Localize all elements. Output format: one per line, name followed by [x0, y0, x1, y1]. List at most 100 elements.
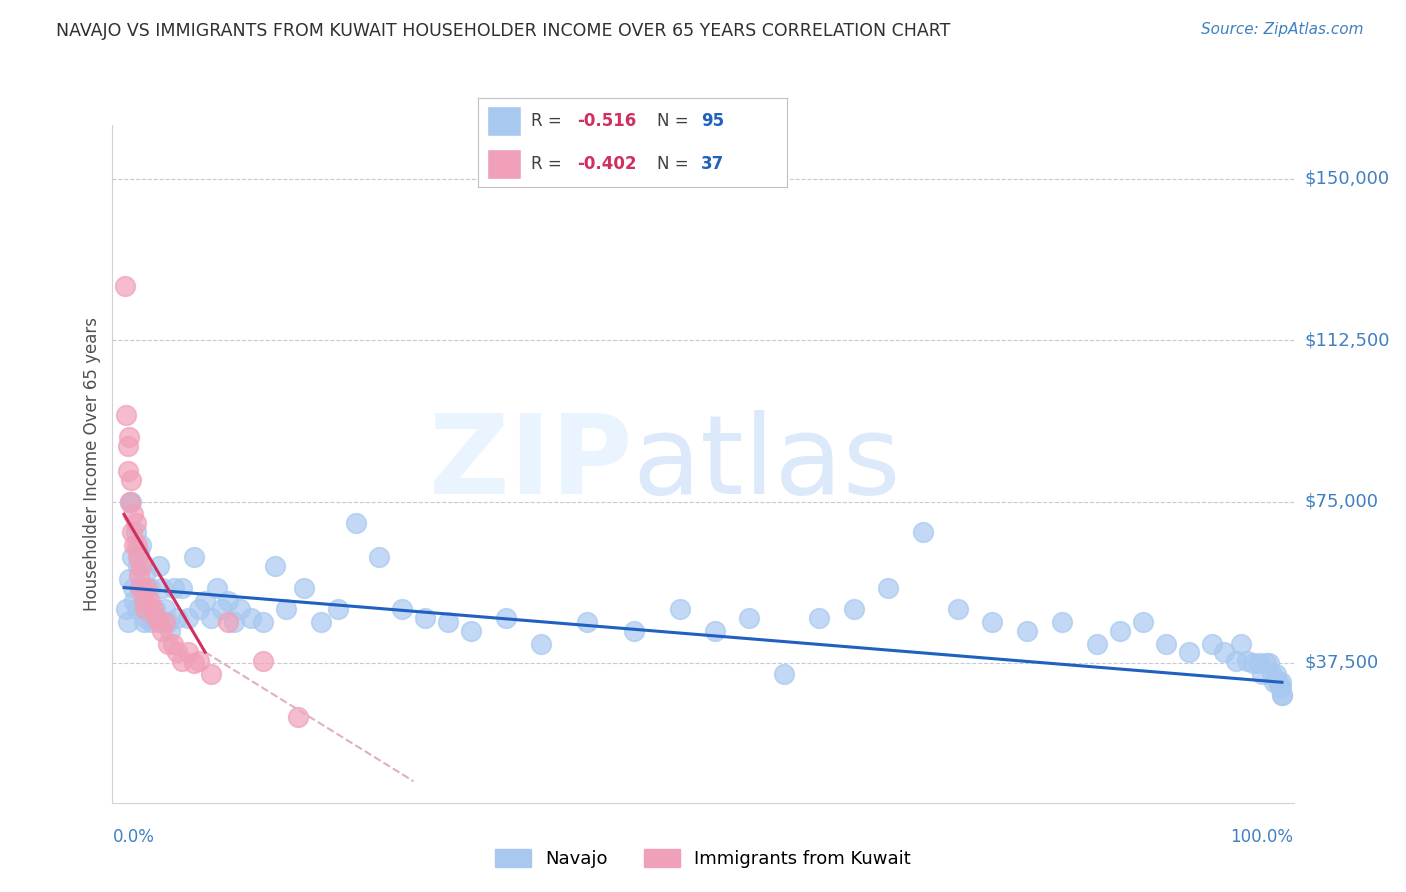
Point: [1050, 615, 1073, 629]
Point: [1017, 624, 1039, 638]
Point: [1271, 688, 1294, 702]
Point: [129, 581, 152, 595]
Text: ZIP: ZIP: [429, 410, 633, 517]
Point: [136, 581, 159, 595]
Point: [128, 567, 150, 582]
Point: [121, 524, 143, 539]
Text: R =: R =: [530, 155, 567, 173]
Point: [114, 279, 136, 293]
Point: [125, 537, 148, 551]
Point: [1270, 675, 1292, 690]
Point: [576, 615, 599, 629]
Point: [124, 524, 146, 539]
Point: [157, 636, 180, 650]
Point: [773, 666, 796, 681]
Point: [122, 581, 145, 595]
FancyBboxPatch shape: [488, 149, 522, 179]
Text: $75,000: $75,000: [1305, 492, 1379, 510]
Point: [138, 581, 160, 595]
Point: [115, 602, 138, 616]
Text: -0.402: -0.402: [576, 155, 637, 173]
Text: $112,500: $112,500: [1305, 331, 1391, 349]
Point: [162, 636, 184, 650]
Text: atlas: atlas: [633, 410, 901, 517]
Point: [1230, 636, 1253, 650]
Point: [437, 615, 460, 629]
Point: [1267, 675, 1289, 690]
Point: [240, 611, 263, 625]
Point: [328, 602, 350, 616]
Point: [183, 550, 205, 565]
Point: [138, 602, 160, 616]
Point: [118, 572, 141, 586]
FancyBboxPatch shape: [488, 106, 522, 136]
Point: [188, 654, 211, 668]
Point: [159, 624, 181, 638]
Point: [138, 593, 160, 607]
Point: [132, 593, 155, 607]
Point: [136, 593, 159, 607]
Point: [148, 615, 170, 629]
Point: [153, 615, 176, 629]
Point: [981, 615, 1004, 629]
Point: [135, 611, 157, 625]
Point: [127, 559, 149, 574]
Text: $37,500: $37,500: [1305, 654, 1379, 672]
Point: [153, 602, 176, 616]
Point: [413, 611, 436, 625]
Point: [807, 611, 830, 625]
Point: [217, 593, 239, 607]
Text: 0.0%: 0.0%: [112, 828, 155, 846]
Point: [530, 636, 553, 650]
Point: [1260, 666, 1282, 681]
Point: [263, 559, 285, 574]
Point: [131, 581, 153, 595]
Point: [124, 537, 146, 551]
Point: [117, 615, 139, 629]
Point: [1085, 636, 1108, 650]
Point: [344, 516, 367, 530]
Point: [1271, 688, 1294, 702]
Point: [166, 611, 188, 625]
Point: [703, 624, 725, 638]
Point: [367, 550, 389, 565]
Point: [946, 602, 969, 616]
Point: [276, 602, 298, 616]
Point: [131, 559, 153, 574]
Point: [121, 550, 143, 565]
Point: [183, 656, 205, 670]
Point: [287, 709, 309, 723]
Point: [1247, 656, 1270, 670]
Point: [200, 611, 222, 625]
Point: [125, 602, 148, 616]
Point: [157, 615, 180, 629]
Point: [150, 581, 173, 595]
Point: [738, 611, 761, 625]
Point: [117, 438, 139, 452]
Point: [669, 602, 692, 616]
Point: [877, 581, 900, 595]
Point: [205, 581, 228, 595]
Point: [128, 546, 150, 560]
Text: $150,000: $150,000: [1305, 169, 1389, 187]
Point: [127, 550, 149, 565]
Point: [131, 602, 153, 616]
Point: [139, 615, 162, 629]
Point: [131, 537, 153, 551]
Point: [1201, 636, 1223, 650]
Point: [117, 464, 139, 478]
Point: [170, 654, 193, 668]
Point: [115, 409, 138, 423]
Point: [142, 602, 165, 616]
Point: [122, 508, 145, 522]
Point: [1154, 636, 1177, 650]
Point: [1263, 675, 1285, 690]
Point: [495, 611, 517, 625]
Point: [118, 430, 141, 444]
Point: [134, 602, 156, 616]
Point: [1132, 615, 1154, 629]
Point: [1225, 654, 1247, 668]
Point: [188, 602, 211, 616]
Text: R =: R =: [530, 112, 567, 130]
Point: [1178, 645, 1201, 659]
